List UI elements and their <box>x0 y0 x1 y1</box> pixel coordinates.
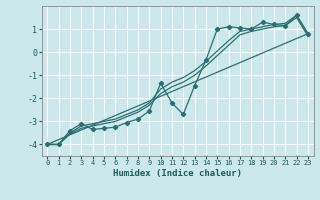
X-axis label: Humidex (Indice chaleur): Humidex (Indice chaleur) <box>113 169 242 178</box>
